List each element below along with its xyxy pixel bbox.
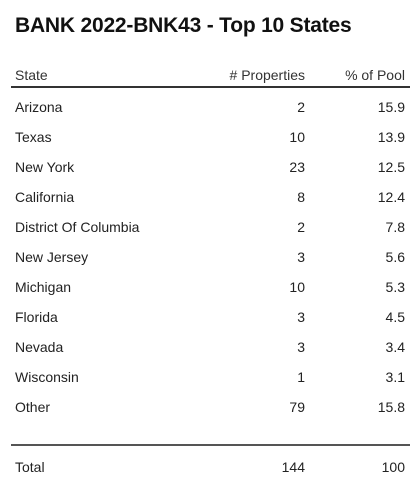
cell-pct-pool: 4.5: [385, 309, 405, 325]
table-header-row: State # Properties % of Pool: [11, 64, 410, 88]
header-properties: # Properties: [229, 67, 305, 83]
cell-state: New York: [15, 159, 75, 175]
cell-pct-pool: 15.8: [377, 399, 405, 415]
states-table: State # Properties % of Pool Arizona 2 1…: [11, 64, 410, 422]
cell-state: Florida: [15, 309, 58, 325]
cell-properties: 1: [297, 369, 305, 385]
table-row: Michigan 10 5.3: [11, 272, 410, 302]
cell-pct-pool: 5.3: [385, 279, 405, 295]
total-properties: 144: [281, 459, 305, 475]
cell-state: Wisconsin: [15, 369, 79, 385]
total-label: Total: [15, 459, 45, 475]
table-total-row: Total 144 100: [11, 452, 410, 482]
cell-pct-pool: 7.8: [385, 219, 405, 235]
table-row: New Jersey 3 5.6: [11, 242, 410, 272]
table-row: Nevada 3 3.4: [11, 332, 410, 362]
cell-properties: 10: [289, 279, 305, 295]
total-pct-pool: 100: [381, 459, 405, 475]
cell-state: California: [15, 189, 75, 205]
cell-state: Arizona: [15, 99, 63, 115]
cell-pct-pool: 13.9: [377, 129, 405, 145]
cell-pct-pool: 12.5: [377, 159, 405, 175]
header-state: State: [15, 67, 48, 83]
table-row: New York 23 12.5: [11, 152, 410, 182]
cell-properties: 79: [289, 399, 305, 415]
cell-properties: 8: [297, 189, 305, 205]
cell-properties: 3: [297, 339, 305, 355]
table-row: California 8 12.4: [11, 182, 410, 212]
cell-state: New Jersey: [15, 249, 89, 265]
cell-properties: 3: [297, 249, 305, 265]
table-row: Texas 10 13.9: [11, 122, 410, 152]
cell-pct-pool: 5.6: [385, 249, 405, 265]
table-row: Florida 3 4.5: [11, 302, 410, 332]
cell-properties: 2: [297, 219, 305, 235]
cell-pct-pool: 15.9: [377, 99, 405, 115]
table-row: District Of Columbia 2 7.8: [11, 212, 410, 242]
cell-state: Nevada: [15, 339, 64, 355]
cell-state: District Of Columbia: [15, 219, 140, 235]
cell-state: Michigan: [15, 279, 72, 295]
cell-properties: 10: [289, 129, 305, 145]
total-divider: [11, 444, 410, 446]
cell-pct-pool: 12.4: [377, 189, 405, 205]
table-body: Arizona 2 15.9 Texas 10 13.9 New York 23…: [11, 88, 410, 422]
table-row: Arizona 2 15.9: [11, 92, 410, 122]
cell-pct-pool: 3.1: [385, 369, 405, 385]
cell-state: Other: [15, 399, 51, 415]
table-row: Wisconsin 1 3.1: [11, 362, 410, 392]
page-title: BANK 2022-BNK43 - Top 10 States: [15, 14, 352, 37]
cell-properties: 2: [297, 99, 305, 115]
table-row: Other 79 15.8: [11, 392, 410, 422]
header-pct-pool: % of Pool: [345, 67, 405, 83]
cell-properties: 3: [297, 309, 305, 325]
cell-properties: 23: [289, 159, 305, 175]
cell-pct-pool: 3.4: [385, 339, 405, 355]
cell-state: Texas: [15, 129, 52, 145]
